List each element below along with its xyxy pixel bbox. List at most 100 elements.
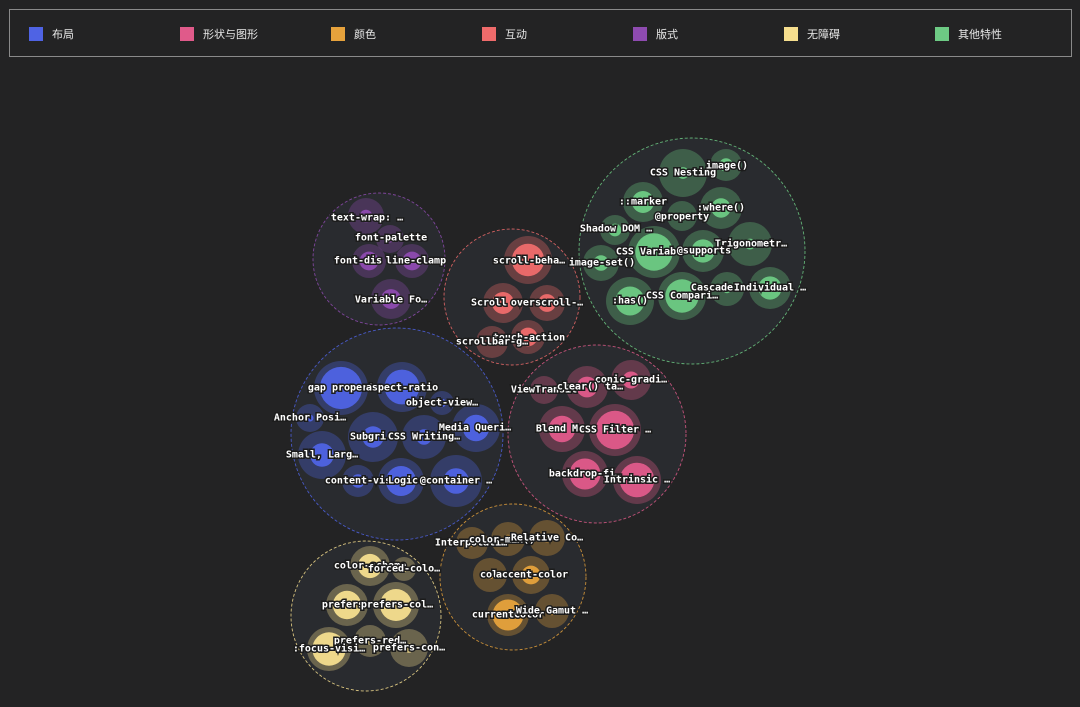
legend-item-shapes[interactable]: 形状与图形	[180, 27, 258, 41]
feature-value-fill	[312, 632, 346, 666]
legend-swatch-shapes	[180, 27, 194, 41]
feature-value-fill	[332, 590, 362, 620]
legend-label-layout: 布局	[52, 28, 74, 41]
feature-label: conic-gradi…	[595, 374, 667, 386]
feature-value-fill	[351, 474, 365, 488]
feature-value-fill	[416, 429, 432, 445]
feature-value-fill	[437, 398, 447, 408]
legend-item-layout[interactable]: 布局	[29, 27, 74, 41]
legend-item-color[interactable]: 颜色	[331, 27, 376, 41]
feature-value-fill	[665, 279, 699, 313]
feature-label: overscroll-…	[511, 298, 583, 309]
legend-label-typography: 版式	[656, 28, 678, 41]
feature-value-fill	[402, 251, 422, 271]
legend-item-other[interactable]: 其他特性	[935, 27, 1002, 41]
feature-label: CSS Variab	[616, 246, 676, 258]
feature-value-fill	[632, 191, 654, 213]
feature-label: font-dis	[334, 255, 382, 267]
feature-label: @supports	[677, 246, 731, 257]
feature-label: scrollbar-g…	[456, 337, 528, 348]
feature-label: Small, Larg…	[286, 450, 358, 461]
group-circle-typography[interactable]	[312, 192, 446, 326]
feature-value-fill	[540, 386, 548, 394]
feature-label: Anchor Posi…	[274, 412, 346, 424]
feature-label: backdrop-fi…	[549, 468, 621, 480]
feature-value-fill	[488, 338, 496, 346]
feature-value-fill	[404, 643, 414, 653]
feature-label: :focus-visi…	[293, 643, 365, 655]
feature-value-fill	[576, 376, 598, 398]
feature-label: image-set()	[569, 257, 635, 269]
feature-value-fill	[521, 565, 541, 585]
legend-item-interaction[interactable]: 互动	[482, 27, 527, 41]
feature-value-fill	[691, 239, 715, 263]
legend-swatch-interaction	[482, 27, 496, 41]
feature-value-fill	[547, 606, 557, 616]
feature-label: prefers-col…	[361, 600, 433, 611]
feature-label: Logic	[388, 475, 418, 487]
feature-label: object-view…	[406, 397, 478, 409]
feature-value-fill	[468, 539, 476, 547]
feature-label: gap propert	[308, 383, 374, 394]
feature-label: @container …	[420, 475, 492, 487]
feature-value-fill	[401, 566, 407, 572]
feature-value-fill	[538, 294, 556, 312]
feature-label: accent-color	[496, 570, 568, 581]
feature-value-fill	[744, 238, 756, 250]
legend: 布局 形状与图形 颜色 互动 版式 无障碍 其他特性	[9, 9, 1072, 57]
feature-label: forced-colo…	[368, 564, 440, 575]
bubble-group-accessibility	[290, 540, 442, 692]
feature-value-fill	[462, 414, 490, 442]
legend-swatch-other	[935, 27, 949, 41]
feature-label: Media Queri…	[439, 422, 511, 434]
feature-value-fill	[518, 327, 538, 347]
feature-value-fill	[366, 637, 374, 645]
feature-value-fill	[511, 243, 545, 277]
feature-label: Subgri	[350, 431, 386, 443]
feature-label: colo	[480, 570, 504, 581]
feature-value-fill	[758, 276, 782, 300]
feature-label: clear() ta…	[557, 382, 623, 393]
feature-label: scroll-beha…	[493, 256, 565, 267]
feature-value-fill	[492, 292, 514, 314]
feature-label: color-scheme	[334, 561, 406, 572]
legend-item-typography[interactable]: 版式	[633, 27, 678, 41]
bubble-group-interaction	[443, 228, 581, 366]
legend-item-accessibility[interactable]: 无障碍	[784, 27, 840, 41]
feature-label: Blend Mo	[536, 424, 584, 435]
feature-label: aspect-ratio	[366, 382, 438, 394]
feature-label: Shadow DOM …	[580, 224, 652, 235]
legend-label-color: 颜色	[354, 28, 376, 41]
legend-swatch-accessibility	[784, 27, 798, 41]
feature-value-fill	[359, 209, 373, 223]
feature-label: Trigonometr…	[715, 238, 787, 250]
feature-value-fill	[386, 466, 416, 496]
feature-value-fill	[503, 534, 513, 544]
feature-label: image()	[706, 160, 748, 172]
feature-value-fill	[492, 599, 524, 631]
feature-value-fill	[548, 415, 576, 443]
feature-value-fill	[485, 570, 495, 580]
legend-label-accessibility: 无障碍	[807, 28, 840, 41]
legend-swatch-layout	[29, 27, 43, 41]
feature-label: Cascade	[691, 283, 733, 294]
bubble-group-shapes	[507, 344, 687, 524]
feature-value-fill	[542, 533, 552, 543]
feature-value-fill	[380, 589, 412, 621]
feature-label: Variable Fo…	[355, 294, 427, 306]
feature-value-fill	[608, 223, 622, 237]
feature-label: prefers-con…	[373, 643, 445, 654]
feature-label: Individual …	[734, 282, 806, 294]
feature-value-fill	[677, 167, 689, 179]
feature-label: ViewTransit	[511, 384, 577, 396]
legend-swatch-typography	[633, 27, 647, 41]
feature-label: CSS Filter …	[579, 424, 651, 436]
bubble-group-color	[439, 503, 587, 651]
feature-value-fill	[622, 371, 640, 389]
feature-label: Scroll	[471, 298, 507, 309]
feature-value-fill	[619, 462, 655, 498]
feature-value-fill	[569, 458, 601, 490]
feature-value-fill	[306, 414, 314, 422]
feature-value-fill	[357, 553, 383, 579]
feature-label: Wide Gamut …	[516, 605, 588, 617]
